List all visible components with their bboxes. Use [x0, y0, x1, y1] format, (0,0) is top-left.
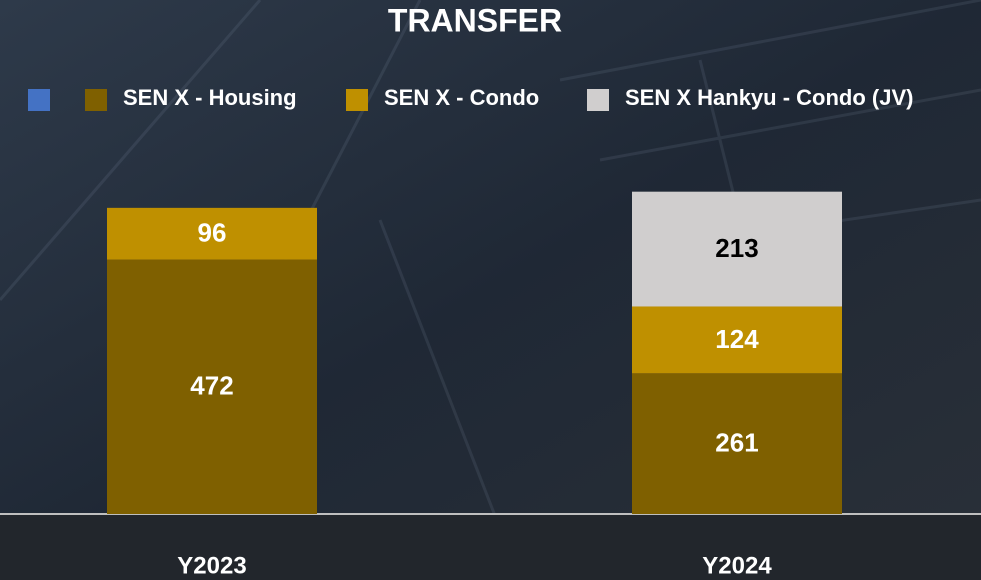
legend-swatch: [346, 89, 368, 111]
data-label: 124: [715, 324, 759, 354]
bar-segment: [107, 259, 317, 514]
data-label: 261: [715, 428, 758, 458]
data-label: 96: [198, 218, 227, 248]
bar-segment: [632, 373, 842, 514]
legend-swatch: [587, 89, 609, 111]
bar-segment: [632, 191, 842, 307]
legend-label: SEN X Hankyu - Condo (JV): [625, 85, 913, 110]
axis-band: [0, 514, 981, 580]
legend-swatch: [85, 89, 107, 111]
x-tick-label: Y2023: [177, 552, 246, 579]
legend-label: SEN X - Condo: [384, 85, 539, 110]
data-label: 472: [190, 371, 233, 401]
data-label: 213: [715, 233, 758, 263]
x-tick-label: Y2024: [702, 552, 772, 579]
chart-title: TRANSFER: [388, 2, 562, 38]
legend-swatch: [28, 89, 50, 111]
bar-segment: [107, 207, 317, 260]
legend-label: SEN X - Housing: [123, 85, 297, 110]
bar-segment: [632, 306, 842, 374]
